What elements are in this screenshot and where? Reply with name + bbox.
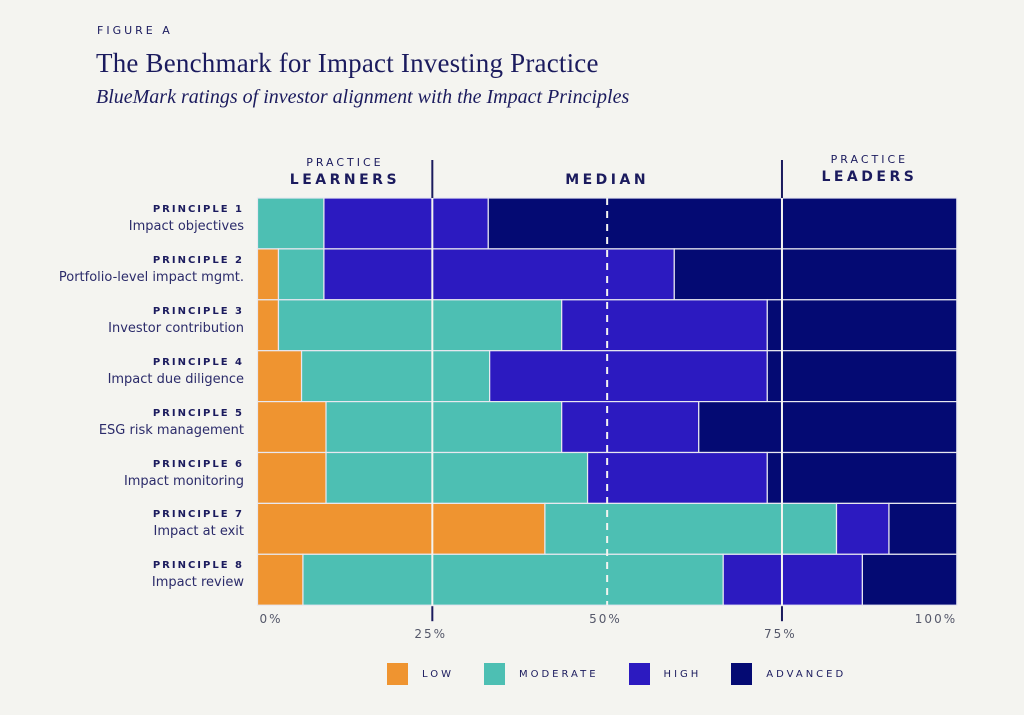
principle-number: PRINCIPLE 5 — [152, 407, 244, 419]
legend-item: HIGH — [628, 663, 702, 685]
principle-number: PRINCIPLE 7 — [152, 509, 244, 521]
legend-swatch — [731, 663, 753, 685]
principle-number: PRINCIPLE 1 — [152, 204, 244, 215]
principle-number: PRINCIPLE 4 — [152, 356, 244, 368]
bar-segment-high — [489, 350, 768, 403]
legend-swatch — [483, 663, 505, 685]
principle-number: PRINCIPLE 3 — [152, 305, 244, 317]
zone-label-median: MEDIAN — [565, 172, 650, 188]
legend-item: ADVANCED — [731, 663, 846, 685]
bar-segment-advanced — [487, 197, 958, 250]
bar-segment-moderate — [544, 502, 838, 555]
category-label: PRINCIPLE 1 Impact objectives — [129, 203, 244, 237]
bar-segment-moderate — [302, 553, 724, 606]
x-tick-label: 0% — [259, 612, 283, 626]
principle-name: Impact at exit — [153, 524, 244, 540]
bar-segment-low — [256, 553, 304, 606]
principle-name: ESG risk management — [98, 422, 244, 438]
bar-segment-low — [256, 451, 327, 505]
bar-segment-low — [256, 502, 546, 555]
bar-segment-moderate — [300, 350, 491, 403]
zone-label-small: PRACTICE — [830, 153, 909, 166]
principle-number: PRINCIPLE 6 — [152, 458, 244, 470]
category-label: PRINCIPLE 4 Impact due diligence — [108, 356, 244, 390]
bar-segment-moderate — [256, 197, 325, 250]
principle-name: Investor contribution — [108, 320, 244, 336]
principle-number: PRINCIPLE 2 — [152, 254, 244, 266]
principle-name: Impact due diligence — [107, 371, 244, 387]
bar-segment-moderate — [277, 248, 325, 301]
legend-label: LOW — [422, 668, 454, 680]
zone-label-learners: LEARNERS — [289, 172, 401, 188]
legend-item: MODERATE — [483, 663, 599, 685]
x-tick-label: 50% — [589, 612, 622, 626]
bar-segment-low — [256, 299, 280, 352]
bar-segment-high — [586, 451, 768, 505]
bar-segment-advanced — [766, 350, 958, 403]
bar-segment-low — [256, 248, 280, 301]
chart-title: The Benchmark for Impact Investing Pract… — [96, 48, 599, 78]
zone-label-small: PRACTICE — [306, 156, 384, 169]
legend-label: HIGH — [663, 668, 702, 680]
bar-segment-high — [561, 401, 700, 454]
category-label: PRINCIPLE 5 ESG risk management — [99, 407, 244, 441]
bar-segment-high — [561, 299, 768, 352]
bar-segment-moderate — [277, 299, 563, 352]
bar-segment-low — [256, 350, 303, 403]
bar-segment-advanced — [861, 553, 958, 606]
x-tick-label: 100% — [914, 612, 958, 626]
legend-label: ADVANCED — [766, 668, 847, 680]
zone-label-leaders: LEADERS — [821, 169, 918, 185]
bar-segment-high — [722, 553, 863, 606]
bar-segment-high — [323, 248, 675, 301]
principle-name: Impact review — [151, 575, 244, 591]
legend-swatch — [628, 663, 650, 685]
chart-subtitle: BlueMark ratings of investor alignment w… — [96, 86, 630, 108]
legend: LOW MODERATE HIGH ADVANCED — [387, 663, 876, 685]
legend-item: LOW — [387, 663, 454, 685]
principle-number: PRINCIPLE 8 — [152, 560, 244, 572]
x-tick-label: 75% — [763, 627, 797, 641]
bar-segment-advanced — [888, 502, 958, 555]
legend-swatch — [387, 663, 408, 685]
bar-segment-moderate — [325, 451, 589, 505]
principle-name: Portfolio-level impact mgmt. — [58, 269, 244, 285]
bar-segment-low — [256, 401, 327, 454]
category-label: PRINCIPLE 2 Portfolio-level impact mgmt. — [59, 254, 244, 288]
category-label: PRINCIPLE 7 Impact at exit — [153, 508, 244, 542]
category-label: PRINCIPLE 8 Impact review — [152, 559, 244, 593]
bar-segment-high — [323, 197, 489, 250]
figure-label: FIGURE A — [97, 24, 173, 37]
bar-segment-moderate — [325, 401, 563, 454]
bar-segment-advanced — [698, 401, 958, 454]
bar-segment-advanced — [766, 299, 958, 352]
bar-segment-advanced — [673, 248, 958, 301]
x-tick-label: 25% — [414, 627, 447, 641]
category-label: PRINCIPLE 6 Impact monitoring — [124, 458, 244, 492]
principle-name: Impact objectives — [128, 219, 244, 234]
category-label: PRINCIPLE 3 Investor contribution — [108, 305, 244, 339]
legend-label: MODERATE — [518, 668, 599, 680]
principle-name: Impact monitoring — [123, 473, 244, 489]
bar-segment-high — [835, 502, 890, 555]
bar-segment-advanced — [766, 451, 958, 505]
